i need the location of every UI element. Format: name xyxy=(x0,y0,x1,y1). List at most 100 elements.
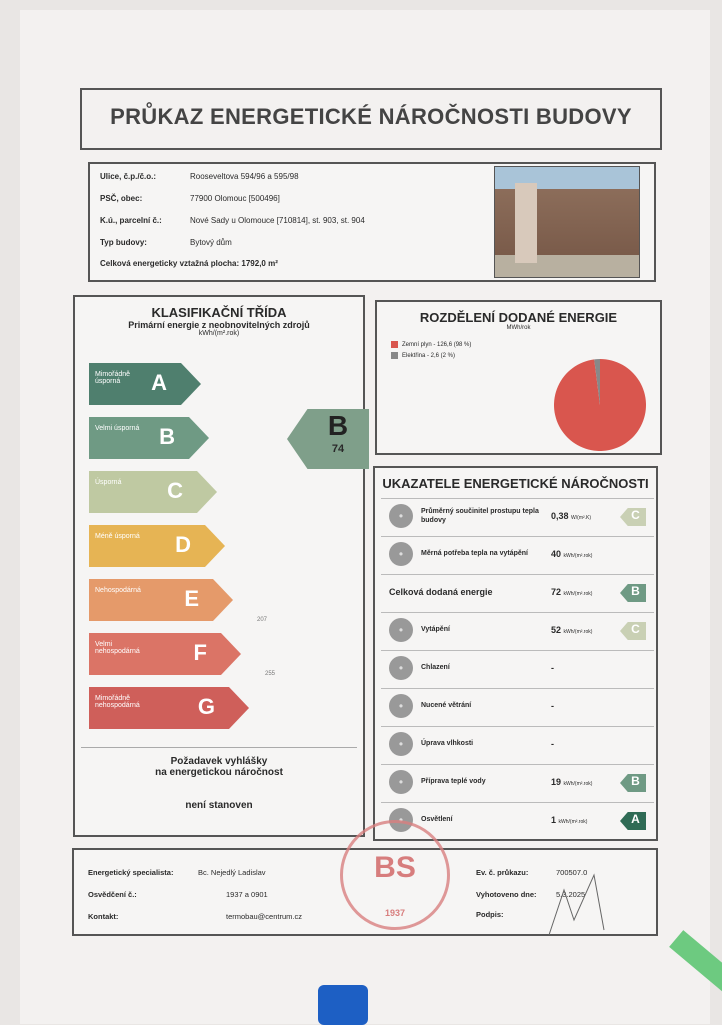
band-letter: G xyxy=(197,694,215,719)
radiator-icon: • xyxy=(389,542,413,566)
building-photo xyxy=(494,166,640,278)
indicator-name: Úprava vlhkosti xyxy=(421,740,474,748)
building-info: Ulice, č.p./č.o.: Rooseveltova 594/96 a 5… xyxy=(88,162,656,282)
indicator-value: 0,38 W/(m².K) xyxy=(551,511,592,521)
requirement-title-2: na energetickou náročnost xyxy=(155,767,283,778)
ev-label: Ev. č. průkazu: xyxy=(476,868,529,877)
indicator-name: Příprava teplé vody xyxy=(421,778,486,786)
indicator-value: 1 kWh/(m².rok) xyxy=(551,815,588,825)
ku: Nové Sady u Olomouce [710814], st. 903, … xyxy=(190,216,365,225)
faucet-icon: • xyxy=(389,770,413,794)
signature xyxy=(548,873,605,936)
legend-swatch-electricity xyxy=(391,352,398,360)
class-band-g: Mimořádně nehospodárná G xyxy=(89,687,249,729)
indicator-row: • Úprava vlhkosti - xyxy=(381,726,654,761)
indicator-name: Průměrný součinitel prostupu tepla budov… xyxy=(421,508,539,524)
current-value: 74 xyxy=(331,443,345,455)
contact: termobau@centrum.cz xyxy=(226,912,302,921)
requirement-title-1: Požadavek vyhlášky xyxy=(170,756,268,767)
fan-icon: • xyxy=(389,694,413,718)
sign-label: Podpis: xyxy=(476,910,504,919)
ev: 700507.0 xyxy=(556,868,588,877)
blue-pen-cap xyxy=(318,985,368,1025)
band-label: Nehospodárná xyxy=(95,587,141,594)
band-letter: A xyxy=(151,370,167,395)
class-band-f: Velmi nehospodárná F xyxy=(89,633,241,675)
indicator-name: Chlazení xyxy=(421,664,450,672)
indicator-name: Vytápění xyxy=(421,626,450,634)
band-letter: F xyxy=(193,640,207,665)
indicator-class: A xyxy=(620,812,646,830)
heating-icon: • xyxy=(389,618,413,642)
subtitle-line xyxy=(82,134,660,140)
threshold-g: 255 xyxy=(265,671,276,677)
indicator-row: Celková dodaná energie 72 kWh/(m².rok) B xyxy=(381,574,654,609)
indicator-class: B xyxy=(620,774,646,792)
drop-icon: • xyxy=(389,732,413,756)
class-band-a: Mimořádně úsporná A xyxy=(89,363,201,405)
classification-panel: KLASIFIKAČNÍ TŘÍDA Primární energie z ne… xyxy=(73,295,369,837)
rozd-title: ROZDĚLENÍ DODANÉ ENERGIE xyxy=(419,310,618,325)
band-label: Mimořádně nehospodárná xyxy=(95,695,140,709)
band-letter: C xyxy=(167,478,183,503)
indicator-name: Celková dodaná energie xyxy=(389,587,493,598)
indicator-value: 19 kWh/(m².rok) xyxy=(551,777,593,787)
indicator-row: • Průměrný součinitel prostupu tepla budo… xyxy=(381,498,654,533)
type-label: Typ budovy: xyxy=(100,238,147,247)
legend-label-gas: Zemní plyn - 126,6 (98 %) xyxy=(402,342,472,349)
indicator-row: • Nucené větrání - xyxy=(381,688,654,723)
house-icon: • xyxy=(389,504,413,528)
requirement-value: není stanoven xyxy=(185,800,253,811)
klas-title: KLASIFIKAČNÍ TŘÍDA xyxy=(151,305,287,320)
street-label: Ulice, č.p./č.o.: xyxy=(100,172,157,181)
band-letter: B xyxy=(159,424,175,449)
requirement: Požadavek vyhlášky na energetickou nároč… xyxy=(81,747,357,827)
stamp: BS 1937 xyxy=(340,820,450,930)
legend-item: Elektřina - 2,6 (2 %) xyxy=(391,352,660,359)
psc: 77900 Olomouc [500496] xyxy=(190,194,280,203)
contact-label: Kontakt: xyxy=(88,912,119,921)
legend-item: Zemní plyn - 126,6 (98 %) xyxy=(391,341,660,348)
thermometer-icon: • xyxy=(389,656,413,680)
band-label: Velmi nehospodárná xyxy=(95,641,140,655)
indicator-row: • Chlazení - xyxy=(381,650,654,685)
klas-subtitle: Primární energie z neobnovitelných zdroj… xyxy=(128,320,310,330)
ku-label: K.ú., parcelní č.: xyxy=(100,216,162,225)
klas-unit: kWh/(m².rok) xyxy=(198,330,240,337)
indicator-name: Osvětlení xyxy=(421,816,453,824)
indicator-value: 52 kWh/(m².rok) xyxy=(551,625,593,635)
spec-label: Energetický specialista: xyxy=(88,868,174,877)
band-letter: E xyxy=(184,586,199,611)
type: Bytový dům xyxy=(190,238,232,247)
date-label: Vyhotoveno dne: xyxy=(476,890,537,899)
current-class: B xyxy=(327,410,349,441)
area-label: Celková energeticky vztažná plocha: xyxy=(100,259,240,268)
band-label: Mimořádně úsporná xyxy=(95,371,131,385)
band-label: Úsporná xyxy=(95,479,122,486)
date: 5.3.2025 xyxy=(556,890,586,899)
class-band-d: Méně úsporná D xyxy=(89,525,225,567)
indicator-value: - xyxy=(551,739,554,749)
indicators-panel: UKAZATELE ENERGETICKÉ NÁROČNOSTI • Průměr… xyxy=(373,466,658,841)
indicator-class: C xyxy=(620,508,646,526)
class-band-c: Úsporná C xyxy=(89,471,217,513)
current-class-marker: B 74 xyxy=(287,409,369,469)
indicator-value: 40 kWh/(m².rok) xyxy=(551,549,593,559)
header: PRŮKAZ ENERGETICKÉ NÁROČNOSTI BUDOVY xyxy=(80,88,662,150)
spec: Bc. Nejedlý Ladislav xyxy=(198,868,266,877)
energy-distribution-panel: ROZDĚLENÍ DODANÉ ENERGIE MWh/rok Zemní p… xyxy=(375,300,662,455)
indicator-value: - xyxy=(551,701,554,711)
osv-label: Osvědčení č.: xyxy=(88,890,137,899)
indicator-class: B xyxy=(620,584,646,602)
indicator-name: Nucené větrání xyxy=(421,702,472,710)
pie-slice-1 xyxy=(594,359,600,405)
indicator-class: C xyxy=(620,622,646,640)
rozd-unit: MWh/rok xyxy=(506,325,531,331)
indicator-name: Měrná potřeba tepla na vytápění xyxy=(421,550,528,558)
street: Rooseveltova 594/96 a 595/98 xyxy=(190,172,299,181)
page-title: PRŮKAZ ENERGETICKÉ NÁROČNOSTI BUDOVY xyxy=(110,104,632,129)
area: 1792,0 m² xyxy=(241,259,278,268)
class-band-e: Nehospodárná E xyxy=(89,579,233,621)
indicator-value: - xyxy=(551,663,554,673)
class-band-b: Velmi úsporná B xyxy=(89,417,209,459)
